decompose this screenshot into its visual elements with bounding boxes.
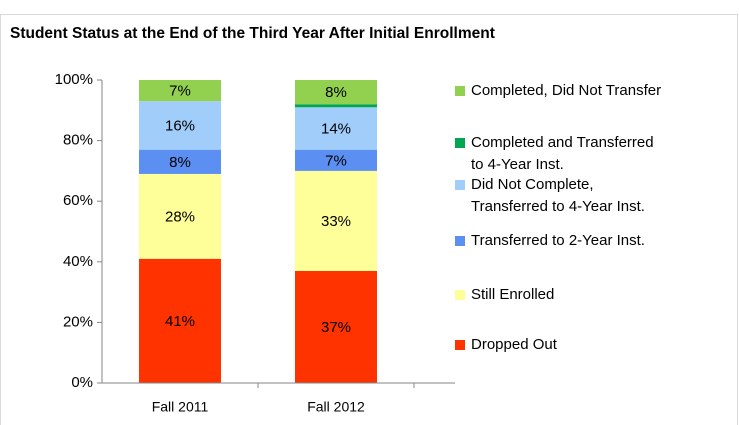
bar-segment	[295, 107, 377, 150]
data-label: 28%	[165, 208, 195, 225]
chart-title: Student Status at the End of the Third Y…	[10, 25, 495, 42]
bar-segment	[139, 173, 221, 259]
legend-item: Completed and Transferred to 4-Year Inst…	[455, 132, 669, 176]
data-label: 41%	[165, 313, 195, 330]
legend-item: Still Enrolled	[455, 284, 669, 306]
bar-segment	[295, 149, 377, 171]
bar-segment	[139, 101, 221, 150]
legend-label: Completed and Transferred to 4-Year Inst…	[471, 134, 654, 173]
bar-segment	[295, 270, 377, 383]
bar-segment	[295, 104, 377, 108]
bar-segment	[139, 258, 221, 383]
legend-item: Transferred to 2-Year Inst.	[455, 230, 669, 252]
legend-swatch	[455, 236, 465, 246]
data-label: 7%	[169, 83, 191, 100]
chart-border	[0, 14, 738, 425]
data-label: 37%	[321, 319, 351, 336]
bar-segment	[139, 149, 221, 174]
y-tick-label: 60%	[63, 192, 93, 209]
legend-item: Completed, Did Not Transfer	[455, 80, 669, 102]
y-tick-label: 80%	[63, 132, 93, 149]
legend-swatch	[455, 180, 465, 190]
data-label: 8%	[169, 154, 191, 171]
data-label: 7%	[325, 152, 347, 169]
legend-item: Did Not Complete, Transferred to 4-Year …	[455, 174, 669, 218]
legend-swatch	[455, 290, 465, 300]
legend-label: Dropped Out	[471, 336, 557, 353]
legend-swatch	[455, 86, 465, 96]
data-label: 8%	[325, 84, 347, 101]
legend-label: Still Enrolled	[471, 286, 555, 303]
data-label: 33%	[321, 213, 351, 230]
bar-segment	[295, 80, 377, 105]
bar-segment	[295, 170, 377, 271]
y-tick-label: 100%	[55, 71, 93, 88]
x-tick-label: Fall 2011	[152, 399, 209, 415]
x-tick-label: Fall 2012	[307, 399, 365, 415]
bar-segment	[139, 80, 221, 102]
y-tick-label: 40%	[63, 253, 93, 270]
data-label: 16%	[165, 117, 195, 134]
legend-swatch	[455, 340, 465, 350]
legend-label: Transferred to 2-Year Inst.	[471, 232, 645, 249]
y-tick-label: 20%	[63, 313, 93, 330]
legend-label: Did Not Complete, Transferred to 4-Year …	[471, 176, 645, 215]
y-tick-label: 0%	[71, 374, 93, 391]
legend-item: Dropped Out	[455, 334, 669, 356]
legend-label: Completed, Did Not Transfer	[471, 82, 662, 99]
legend-swatch	[455, 138, 465, 148]
data-label: 14%	[321, 120, 351, 137]
